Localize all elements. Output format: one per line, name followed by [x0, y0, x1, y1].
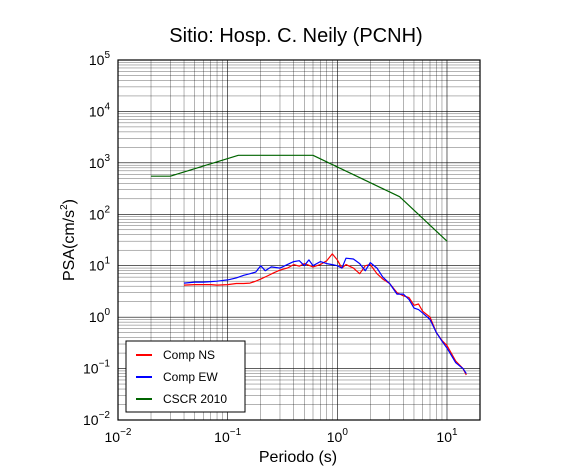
- y-tick-labels: 10−2 10−1 100 101 102 103 104 105: [83, 50, 110, 428]
- legend-label: Comp EW: [163, 370, 218, 384]
- y-tick-label: 104: [89, 101, 111, 119]
- legend-items: Comp NS Comp EW CSCR 2010: [136, 348, 227, 406]
- series-line-comp-ns: [183, 253, 467, 376]
- x-tick-labels: 10−2 10−1 100 101: [105, 427, 458, 445]
- y-tick-label: 100: [89, 307, 111, 325]
- y-axis-label-close: ): [61, 199, 78, 204]
- chart-title: Sitio: Hosp. C. Neily (PCNH): [169, 25, 422, 47]
- y-axis-label: PSA(cm/s2): [59, 199, 78, 281]
- y-axis-label-exp: 2: [59, 204, 70, 210]
- legend: Comp NS Comp EW CSCR 2010: [125, 340, 246, 413]
- y-tick-label: 103: [89, 153, 111, 171]
- x-tick-label: 100: [327, 427, 349, 445]
- y-tick-label: 102: [89, 204, 111, 222]
- plot-frame: [117, 59, 481, 421]
- y-axis-label-main: PSA(cm/s: [61, 210, 78, 281]
- series-line-comp-ew: [183, 257, 467, 374]
- y-tick-label: 10−1: [83, 359, 110, 377]
- series-line-cscr-2010: [151, 154, 448, 242]
- grid: [117, 59, 481, 421]
- x-tick-label: 10−1: [214, 427, 241, 445]
- legend-label: CSCR 2010: [163, 392, 227, 406]
- y-tick-label: 105: [89, 50, 111, 68]
- x-tick-label: 101: [436, 427, 458, 445]
- y-tick-label: 10−2: [83, 410, 110, 428]
- legend-label: Comp NS: [163, 348, 215, 362]
- x-tick-label: 10−2: [105, 427, 132, 445]
- series-layer: [151, 154, 467, 376]
- x-axis-label: Periodo (s): [259, 449, 337, 466]
- y-tick-label: 101: [89, 256, 111, 274]
